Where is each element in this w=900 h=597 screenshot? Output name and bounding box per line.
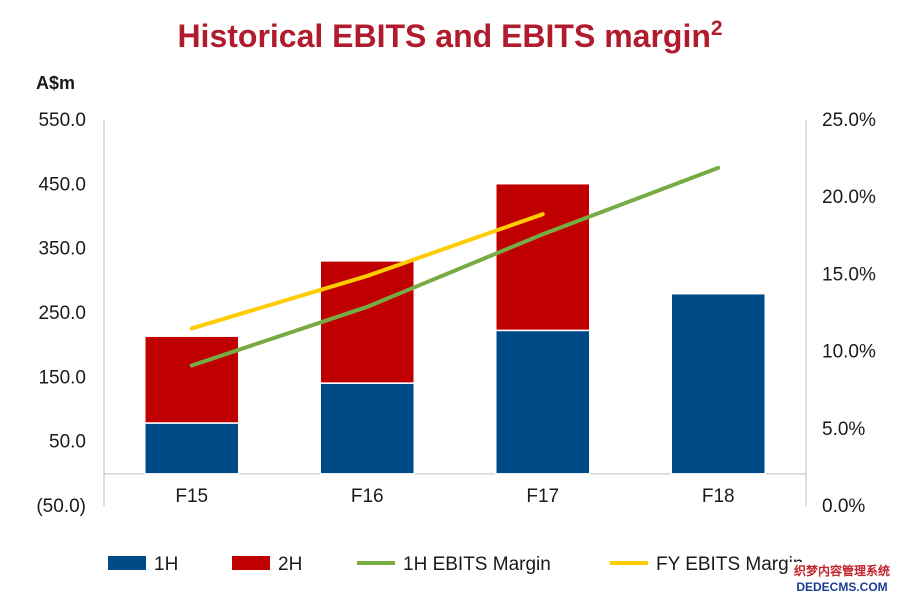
legend-item-fy-ebits-margin: FY EBITS Margin [610, 554, 803, 575]
bar-1h-f15 [144, 422, 240, 475]
watermark-background [788, 562, 896, 594]
right-tick-label: 5.0% [822, 419, 865, 440]
bar-2h-f16 [319, 260, 415, 384]
right-tick-label: 15.0% [822, 264, 876, 285]
legend: 1H 2H 1H EBITS Margin FY EBITS Margin [108, 554, 803, 575]
left-tick-label: 350.0 [38, 239, 86, 260]
legend-swatch [108, 556, 146, 570]
margin-lines [189, 165, 721, 368]
right-tick-label: 0.0% [822, 496, 865, 517]
right-tick-label: 20.0% [822, 187, 876, 208]
watermark-line2: DEDECMS.COM [796, 580, 887, 594]
watermark: 织梦内容管理系统 DEDECMS.COM [788, 562, 896, 594]
bar-2h-f15 [144, 335, 240, 424]
chart-title: Historical EBITS and EBITS margin2 [177, 17, 722, 54]
legend-item-1h: 1H [108, 554, 178, 575]
left-tick-label: 250.0 [38, 303, 86, 324]
left-tick-label: 50.0 [49, 432, 86, 453]
bar-1h-f17 [495, 329, 591, 475]
left-tick-label: 150.0 [38, 367, 86, 388]
category-label-f15: F15 [175, 486, 208, 507]
bars [144, 182, 766, 475]
tick-labels: (50.0) 50.0 150.0 250.0 350.0 450.0 550.0 0.0% 5… [36, 110, 876, 517]
legend-item-1h-ebits-margin: 1H EBITS Margin [357, 554, 551, 575]
chart-title-superscript: 2 [711, 17, 723, 40]
left-tick-label: (50.0) [36, 496, 86, 517]
line-fy-ebits-margin [189, 212, 545, 331]
legend-label: 1H EBITS Margin [403, 554, 551, 575]
legend-label: 1H [154, 554, 178, 575]
watermark-line1: 织梦内容管理系统 [794, 563, 890, 578]
bar-1h-f18 [670, 292, 766, 475]
category-label-f18: F18 [702, 486, 735, 507]
y-axis-label: A$m [36, 73, 75, 93]
legend-label: FY EBITS Margin [656, 554, 803, 575]
chart-title-main: Historical EBITS and EBITS margin [177, 18, 710, 54]
category-label-f16: F16 [351, 486, 384, 507]
left-tick-label: 550.0 [38, 110, 86, 131]
bar-2h-f17 [495, 182, 591, 332]
right-tick-label: 10.0% [822, 342, 876, 363]
legend-swatch [232, 556, 270, 570]
line-1h-ebits-margin [189, 165, 721, 368]
legend-item-2h: 2H [232, 554, 302, 575]
right-tick-label: 25.0% [822, 110, 876, 131]
left-tick-label: 450.0 [38, 174, 86, 195]
category-label-f17: F17 [526, 486, 559, 507]
bar-1h-f16 [319, 382, 415, 475]
legend-label: 2H [278, 554, 302, 575]
